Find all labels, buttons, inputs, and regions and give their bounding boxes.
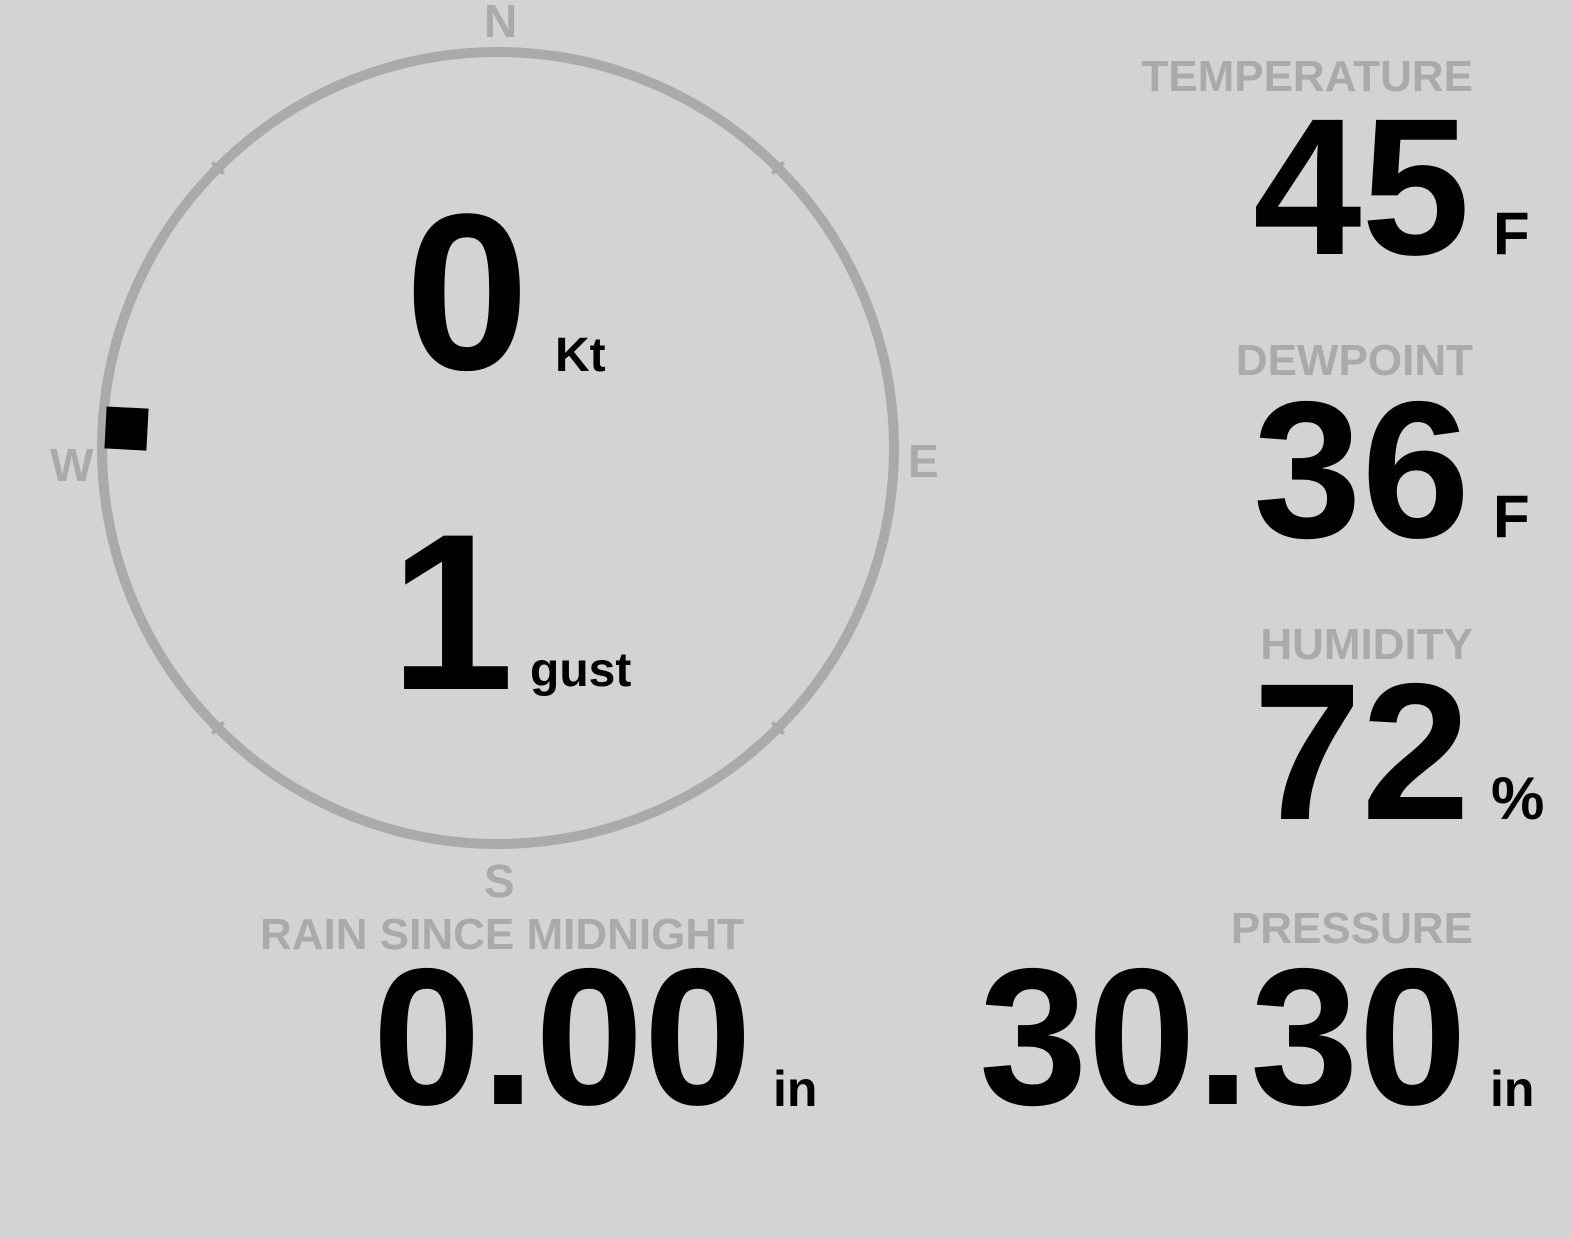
temperature-label: TEMPERATURE [1141,52,1473,101]
wind-gust-value: 1 [390,488,515,737]
rain-label: RAIN SINCE MIDNIGHT [260,910,744,959]
humidity-unit: % [1491,765,1545,832]
wind-speed-unit: Kt [555,329,606,382]
wind-gust-unit: gust [530,644,632,697]
dewpoint-unit: F [1493,483,1530,550]
compass-tick [210,720,226,736]
pressure-value: 30.30 [979,928,1467,1146]
temperature-value: 45 [1253,78,1470,296]
rain-unit: in [773,1061,818,1117]
rain-value: 0.00 [372,928,752,1146]
humidity-label: HUMIDITY [1260,620,1473,669]
compass-north-label: N [484,0,518,47]
wind-direction-marker [104,406,149,451]
compass-east-label: E [908,435,939,487]
humidity-value: 72 [1253,643,1470,861]
compass-west-label: W [50,439,94,491]
compass-tick [770,720,786,736]
compass-tick [210,160,226,176]
wind-speed-value: 0 [405,168,530,417]
dewpoint-value: 36 [1253,361,1470,579]
compass-south-label: S [484,855,515,907]
compass-ring [97,47,899,849]
pressure-label: PRESSURE [1230,904,1473,953]
pressure-unit: in [1490,1061,1535,1117]
temperature-unit: F [1493,200,1530,267]
compass-tick [770,160,786,176]
dewpoint-label: DEWPOINT [1235,336,1473,385]
